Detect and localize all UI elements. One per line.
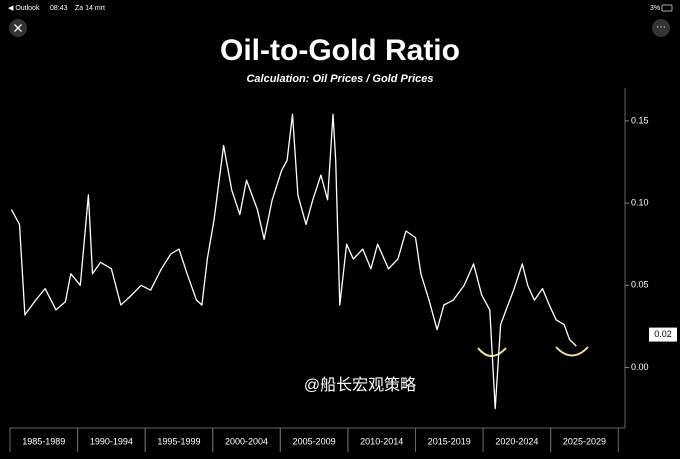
- status-date: Za 14 mrt: [75, 5, 105, 12]
- last-value-label: 0.02: [654, 329, 672, 339]
- highlight-arc: [555, 346, 589, 357]
- y-tick-label: 0.00: [631, 362, 649, 372]
- x-band-label: 1985-1989: [22, 436, 65, 446]
- x-band-label: 2015-2019: [428, 436, 471, 446]
- data-line: [10, 113, 577, 410]
- x-band-label: 2010-2014: [360, 436, 403, 446]
- y-tick-label: 0.15: [631, 115, 649, 125]
- status-app: ◀ Outlook: [8, 5, 40, 12]
- y-tick-label: 0.05: [631, 280, 649, 290]
- x-band-label: 2020-2024: [495, 436, 538, 446]
- battery-icon: [661, 4, 673, 12]
- last-value-box: [649, 327, 677, 342]
- close-icon: [14, 24, 22, 32]
- highlight-arc: [477, 347, 507, 357]
- more-button[interactable]: [652, 19, 670, 37]
- x-band-label: 2005-2009: [293, 436, 336, 446]
- watermark: @船长宏观策略: [304, 376, 416, 394]
- x-band-label: 1995-1999: [157, 436, 200, 446]
- chart-subtitle: Calculation: Oil Prices / Gold Prices: [246, 73, 433, 85]
- more-icon: ···: [656, 22, 666, 33]
- status-time: 08:43: [50, 5, 68, 12]
- x-band-label: 2000-2004: [225, 436, 268, 446]
- y-tick-label: 0.10: [631, 197, 649, 207]
- status-battery: 3%: [650, 5, 660, 12]
- chart-title: Oil-to-Gold Ratio: [220, 34, 460, 67]
- x-band-label: 2025-2029: [563, 436, 606, 446]
- x-band-label: 1990-1994: [90, 436, 133, 446]
